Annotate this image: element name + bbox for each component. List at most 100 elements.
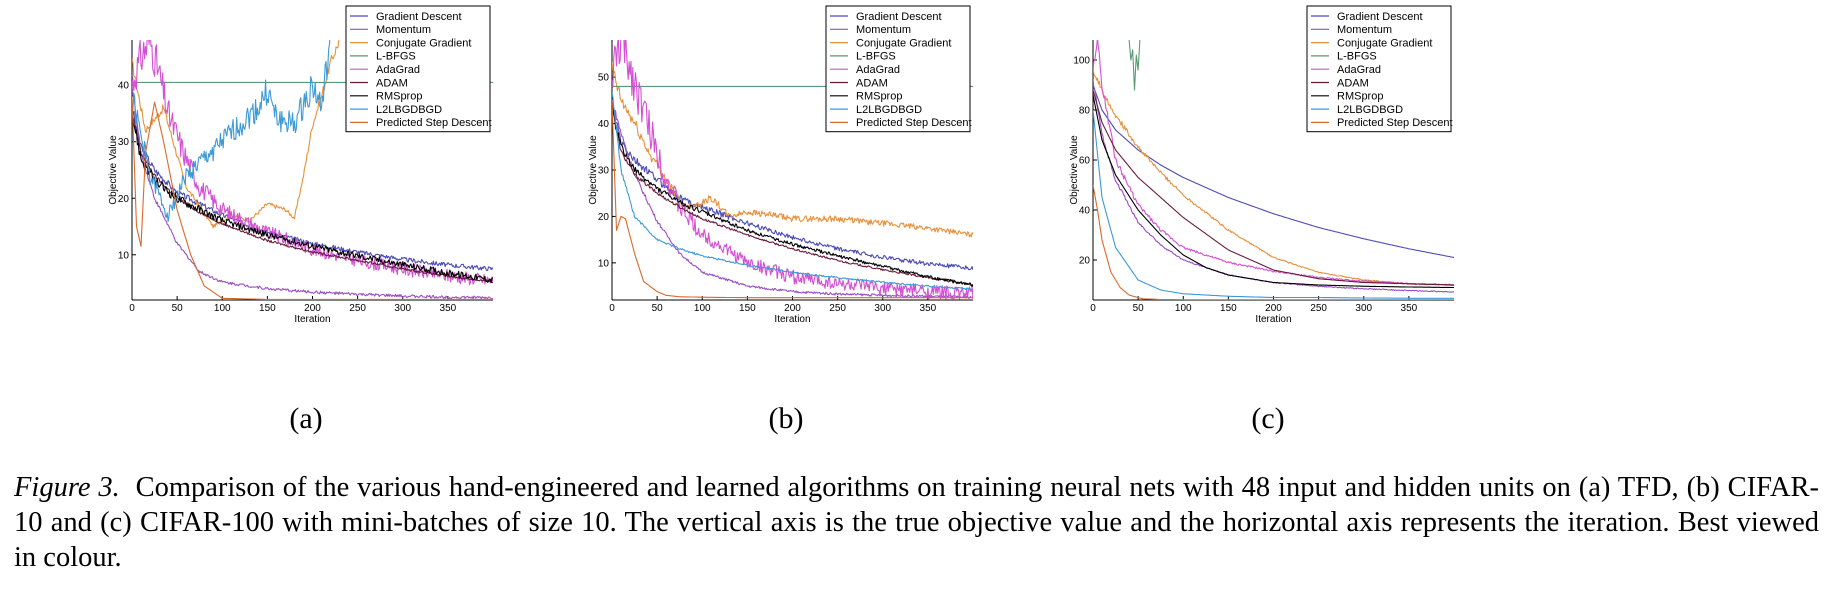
x-tick-label: 300 bbox=[874, 303, 891, 314]
x-tick-label: 150 bbox=[739, 303, 756, 314]
series-line bbox=[132, 40, 340, 229]
y-axis-label: Objective Value bbox=[1069, 135, 1080, 205]
legend-entry: Conjugate Gradient bbox=[376, 37, 471, 49]
legend-box bbox=[345, 5, 491, 133]
chart-panel-c: 0 50 100 150 200 250 300 350 20 40 60 80 100 Iteratio… bbox=[1069, 0, 1631, 440]
legend-entry: L2LBGDBGD bbox=[1337, 104, 1403, 116]
x-tick-label: 150 bbox=[1220, 303, 1237, 314]
y-tick-label: 40 bbox=[598, 119, 610, 130]
legend-entry: Gradient Descent bbox=[856, 11, 942, 23]
x-tick-label: 100 bbox=[214, 303, 231, 314]
figure-label: Figure 3. bbox=[14, 472, 120, 503]
y-tick-label: 20 bbox=[118, 194, 130, 205]
chart-svg-b: 0 50 100 150 200 250 300 350 10 20 30 40 50 Iteration… bbox=[588, 5, 973, 325]
series-line bbox=[132, 112, 493, 284]
legend-entry: Momentum bbox=[376, 24, 431, 36]
series-line bbox=[612, 104, 973, 288]
x-tick-label: 350 bbox=[1401, 303, 1418, 314]
y-axis-label: Objective Value bbox=[108, 135, 119, 205]
x-tick-label: 250 bbox=[829, 303, 846, 314]
legend-entry: ADAM bbox=[1337, 77, 1369, 89]
x-tick-label: 50 bbox=[1133, 303, 1145, 314]
series-group bbox=[132, 40, 493, 300]
x-axis-label: Iteration bbox=[1255, 314, 1291, 325]
legend-box bbox=[1306, 5, 1452, 133]
chart-panel-b: 0 50 100 150 200 250 300 350 10 20 30 40 50 Iteration… bbox=[588, 0, 1150, 440]
y-tick-label: 20 bbox=[1079, 256, 1091, 267]
legend-box bbox=[825, 5, 971, 133]
series-line bbox=[132, 40, 331, 222]
y-tick-label: 80 bbox=[1079, 106, 1091, 117]
series-line bbox=[132, 84, 493, 300]
y-tick-label: 10 bbox=[598, 258, 610, 269]
legend-entry: RMSprop bbox=[1337, 91, 1383, 103]
chart-svg-c: 0 50 100 150 200 250 300 350 20 40 60 80 100 Iteratio… bbox=[1069, 5, 1454, 325]
legend-entry: Conjugate Gradient bbox=[856, 37, 951, 49]
series-line bbox=[1093, 184, 1454, 300]
y-tick-label: 40 bbox=[1079, 206, 1091, 217]
legend-entry: RMSprop bbox=[376, 91, 422, 103]
figure-caption: Figure 3. Comparison of the various hand… bbox=[14, 470, 1819, 575]
x-tick-label: 150 bbox=[259, 303, 276, 314]
series-line bbox=[132, 120, 493, 284]
x-axis-label: Iteration bbox=[294, 314, 330, 325]
x-tick-label: 300 bbox=[394, 303, 411, 314]
x-tick-label: 350 bbox=[440, 303, 457, 314]
legend-entry: L2LBGDBGD bbox=[376, 104, 442, 116]
x-tick-label: 0 bbox=[1090, 303, 1096, 314]
legend-entry: L-BFGS bbox=[376, 51, 416, 63]
caption-text: Comparison of the various hand-engineere… bbox=[14, 472, 1820, 573]
y-tick-label: 30 bbox=[118, 137, 130, 148]
legend-entry: L2LBGDBGD bbox=[856, 104, 922, 116]
series-group bbox=[1093, 40, 1454, 300]
legend-entry: Conjugate Gradient bbox=[1337, 37, 1432, 49]
series-line bbox=[612, 100, 973, 299]
legend-entry: Momentum bbox=[1337, 24, 1392, 36]
series-line bbox=[612, 92, 973, 291]
legend-entry: AdaGrad bbox=[856, 64, 900, 76]
x-tick-label: 250 bbox=[1310, 303, 1327, 314]
legend-entry: AdaGrad bbox=[376, 64, 420, 76]
y-tick-label: 100 bbox=[1073, 56, 1090, 67]
x-tick-label: 100 bbox=[1175, 303, 1192, 314]
x-tick-label: 100 bbox=[694, 303, 711, 314]
y-tick-label: 60 bbox=[1079, 156, 1091, 167]
x-tick-label: 50 bbox=[652, 303, 664, 314]
legend-entry: RMSprop bbox=[856, 91, 902, 103]
panel-label-a: (a) bbox=[289, 402, 323, 435]
x-tick-label: 200 bbox=[1265, 303, 1282, 314]
series-line bbox=[1093, 84, 1454, 259]
series-line bbox=[612, 103, 973, 286]
x-tick-label: 300 bbox=[1355, 303, 1372, 314]
legend-entry: Gradient Descent bbox=[376, 11, 462, 23]
series-line bbox=[1093, 40, 1454, 287]
series-group bbox=[612, 40, 973, 300]
series-line bbox=[612, 61, 973, 238]
series-line bbox=[132, 96, 493, 300]
x-tick-label: 350 bbox=[920, 303, 937, 314]
panel-label-c: (c) bbox=[1251, 402, 1285, 435]
chart-panel-a: 0 50 100 150 200 250 300 350 10 20 30 40 Iteration Ob… bbox=[108, 0, 670, 440]
x-axis-label: Iteration bbox=[774, 314, 810, 325]
series-line bbox=[612, 40, 973, 300]
legend-entry: Gradient Descent bbox=[1337, 11, 1423, 23]
legend-entry: Predicted Step Descent bbox=[376, 117, 492, 129]
series-line bbox=[132, 109, 493, 272]
x-tick-label: 0 bbox=[129, 303, 135, 314]
series-line bbox=[1093, 89, 1454, 286]
y-tick-label: 50 bbox=[598, 73, 610, 84]
legend-entry: ADAM bbox=[856, 77, 888, 89]
series-line bbox=[1093, 109, 1454, 299]
y-tick-label: 30 bbox=[598, 166, 610, 177]
legend-entry: Predicted Step Descent bbox=[856, 117, 972, 129]
series-line bbox=[1093, 94, 1454, 289]
legend-entry: L-BFGS bbox=[856, 51, 896, 63]
series-line bbox=[1128, 40, 1141, 91]
legend-entry: Predicted Step Descent bbox=[1337, 117, 1453, 129]
x-tick-label: 50 bbox=[172, 303, 184, 314]
y-tick-label: 20 bbox=[598, 212, 610, 223]
legend-entry: ADAM bbox=[376, 77, 408, 89]
x-tick-label: 250 bbox=[349, 303, 366, 314]
legend-entry: AdaGrad bbox=[1337, 64, 1381, 76]
